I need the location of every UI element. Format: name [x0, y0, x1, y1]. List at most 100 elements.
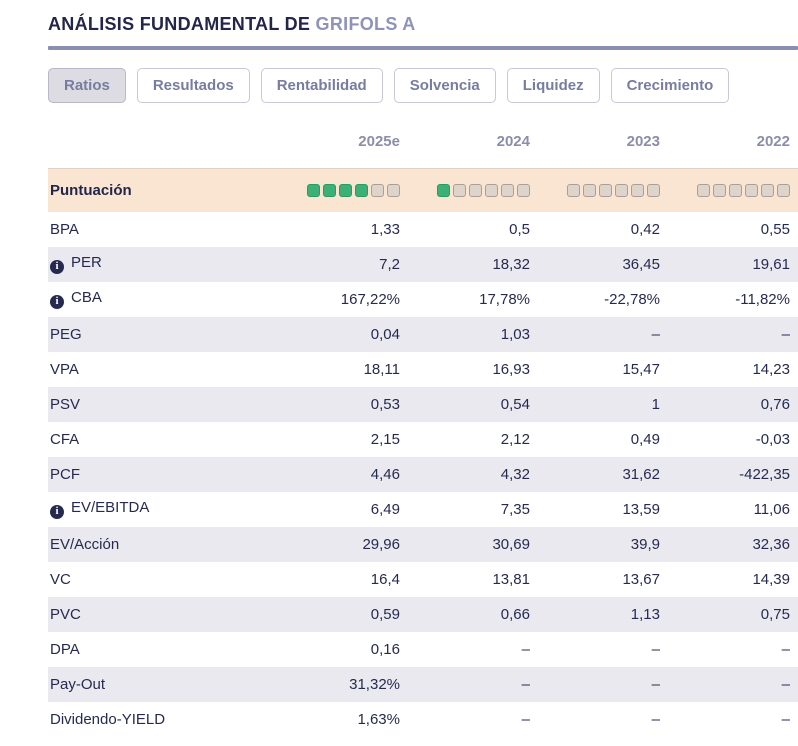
score-squares: [567, 184, 660, 198]
metric-label-cell: BPA: [48, 212, 278, 247]
metric-label-cell: Dividendo-YIELD: [48, 702, 278, 737]
metric-value: -422,35: [668, 456, 798, 492]
metric-label: VPA: [50, 360, 79, 378]
tab-solvencia[interactable]: Solvencia: [393, 68, 496, 103]
metric-value: 1,03: [408, 316, 538, 352]
year-column-header: 2025e: [358, 133, 400, 150]
score-square-empty: [453, 184, 466, 198]
metric-value: 0,04: [278, 316, 408, 352]
metric-label-cell: EV/Acción: [48, 526, 278, 562]
metric-value: 6,49: [370, 500, 400, 518]
metric-label: DPA: [50, 640, 80, 658]
metric-value: 31,32%: [278, 666, 408, 702]
info-icon[interactable]: i: [50, 294, 64, 309]
score-square-empty: [713, 184, 726, 198]
score-square-filled: [339, 184, 352, 198]
metric-value: 36,45: [538, 246, 668, 282]
metric-label: PCF: [50, 465, 80, 483]
table-row: PVC 0,59 0,66 1,13 0,75: [48, 596, 798, 632]
table-row: Pay-Out 31,32% – – –: [48, 666, 798, 702]
metric-value: 0,42: [630, 220, 660, 238]
metric-value: –: [538, 316, 668, 352]
score-square-empty: [387, 184, 400, 198]
score-cell: [538, 168, 668, 212]
metric-label-cell: PSV: [48, 386, 278, 422]
metric-value: –: [521, 710, 530, 728]
tab-crecimiento[interactable]: Crecimiento: [610, 68, 730, 103]
metric-label: Dividendo-YIELD: [50, 710, 166, 728]
metric-value: 13,59: [622, 500, 660, 518]
metric-label-cell: VC: [48, 562, 278, 597]
score-squares: [437, 184, 530, 198]
metric-label: CFA: [50, 430, 80, 448]
score-square-empty: [745, 184, 758, 198]
metric-value: –: [668, 316, 798, 352]
metric-value: 0,66: [408, 596, 538, 632]
year-column-header: 2023: [626, 133, 660, 150]
score-row: Puntuación: [48, 168, 798, 212]
metric-value: 1,33: [370, 220, 400, 238]
metric-label: PEG: [50, 325, 82, 343]
year-header-spacer: [48, 127, 278, 169]
company-name: GRIFOLS A: [315, 14, 416, 34]
tab-ratios[interactable]: Ratios: [48, 68, 126, 103]
table-row: DPA 0,16 – – –: [48, 632, 798, 667]
table-row: PEG 0,04 1,03– –: [48, 316, 798, 352]
metric-value: 2,12: [500, 430, 530, 448]
score-square-empty: [371, 184, 384, 198]
metric-value: 31,62: [538, 456, 668, 492]
metric-label-cell: i EV/EBITDA: [48, 492, 278, 527]
metric-value: -22,78%: [604, 290, 660, 308]
fundamental-analysis-panel: ANÁLISIS FUNDAMENTAL DE GRIFOLS A Ratios…: [0, 14, 798, 737]
score-row-label: Puntuación: [48, 168, 278, 212]
score-square-empty: [485, 184, 498, 198]
metric-value: 0,49: [630, 430, 660, 448]
metric-value: 30,69: [408, 526, 538, 562]
metric-value: -11,82%: [735, 290, 790, 308]
metric-value: 1,13: [538, 596, 668, 632]
score-square-empty: [615, 184, 628, 198]
metric-value: 4,46: [278, 456, 408, 492]
score-square-filled: [307, 184, 320, 198]
metric-label: PVC: [50, 605, 81, 623]
metric-value: –: [651, 710, 660, 728]
metric-value: 13,81: [492, 570, 530, 588]
metric-value: 7,2: [278, 246, 408, 282]
metric-value: 7,35: [500, 500, 530, 518]
metric-label-cell: Pay-Out: [48, 666, 278, 702]
metric-value: -0,03: [755, 430, 790, 448]
tab-liquidez[interactable]: Liquidez: [506, 68, 600, 103]
metric-value: 16,4: [370, 570, 400, 588]
score-square-empty: [517, 184, 530, 198]
score-square-empty: [777, 184, 790, 198]
score-squares: [307, 184, 400, 198]
table-row: i PER 7,2 18,32 36,45 19,61: [48, 246, 798, 282]
metric-value: 1,63%: [357, 710, 400, 728]
table-row: PSV 0,53 0,54 1 0,76: [48, 386, 798, 422]
info-icon[interactable]: i: [50, 259, 64, 274]
table-row: i CBA 167,22% 17,78% -22,78% -11,82%: [48, 282, 798, 317]
score-square-filled: [437, 184, 450, 198]
tab-resultados[interactable]: Resultados: [136, 68, 250, 103]
fundamentals-table: 2025e 2024 2023 2022 Puntuación BPA 1,33 0…: [48, 127, 798, 737]
score-cell: [278, 168, 408, 212]
table-row: i EV/EBITDA 6,49 7,35 13,59 11,06: [48, 492, 798, 527]
table-row: EV/Acción 29,96 30,69 39,9 32,36: [48, 526, 798, 562]
year-column-header: 2022: [756, 133, 790, 150]
table-row: VPA 18,11 16,93 15,47 14,23: [48, 352, 798, 387]
score-square-filled: [355, 184, 368, 198]
score-square-empty: [501, 184, 514, 198]
tab-rentabilidad[interactable]: Rentabilidad: [260, 68, 383, 103]
metric-label: EV/EBITDA: [71, 499, 150, 517]
metric-value: –: [781, 710, 790, 728]
metric-value: 0,59: [278, 596, 408, 632]
metric-value: 14,39: [752, 570, 790, 588]
metric-value: –: [538, 666, 668, 702]
metric-value: 39,9: [538, 526, 668, 562]
score-square-empty: [647, 184, 660, 198]
score-squares: [697, 184, 790, 198]
info-icon[interactable]: i: [50, 504, 64, 519]
score-square-empty: [599, 184, 612, 198]
metric-value: 2,15: [370, 430, 400, 448]
tab-bar: Ratios Resultados Rentabilidad Solvencia…: [48, 68, 798, 103]
